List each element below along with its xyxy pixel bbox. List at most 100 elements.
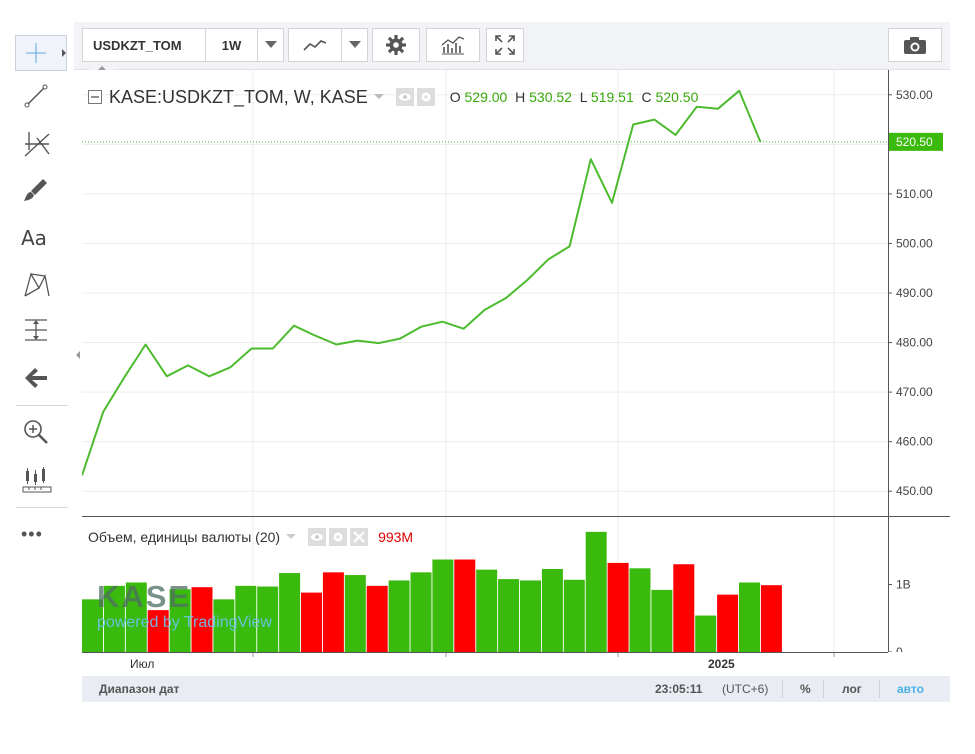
toolbar-divider — [16, 507, 68, 508]
status-divider — [782, 680, 783, 698]
brush-icon — [24, 179, 47, 201]
zoom-in-icon — [24, 420, 48, 444]
symbol-label: USDKZT_TOM — [93, 37, 182, 53]
log-toggle[interactable]: лог — [842, 682, 862, 696]
kase-watermark: KASE powered by TradingView — [97, 581, 307, 635]
time-label-2025: 2025 — [708, 657, 735, 671]
high-value: 530.52 — [529, 89, 572, 105]
percent-toggle[interactable]: % — [800, 682, 811, 696]
top-toolbar: USDKZT_TOM 1W — [74, 22, 950, 70]
volume-bar — [213, 599, 235, 652]
pattern-tool-button[interactable] — [15, 266, 65, 302]
open-label: O — [449, 89, 461, 105]
volume-bar — [585, 531, 607, 652]
volume-bar — [366, 585, 388, 652]
volume-bar — [607, 562, 629, 652]
caret-down-icon — [264, 41, 277, 48]
date-range-button[interactable]: Диапазон дат — [99, 682, 180, 696]
volume-bar — [563, 579, 585, 652]
camera-icon — [904, 37, 926, 54]
main-legend: KASE:USDKZT_TOM, W, KASE O 529.00 H 530.… — [88, 86, 698, 108]
indicators-icon — [441, 36, 465, 55]
symbol-search-field[interactable]: USDKZT_TOM — [82, 28, 206, 62]
last-price-label: 520.50 — [896, 135, 933, 149]
gear-icon — [386, 35, 406, 55]
more-tools-button[interactable]: ••• — [15, 516, 65, 552]
volume-bar — [717, 594, 739, 652]
fullscreen-icon — [495, 35, 515, 55]
open-value: 529.00 — [464, 89, 508, 105]
brush-tool-button[interactable] — [15, 172, 65, 208]
fullscreen-button[interactable] — [486, 28, 524, 62]
volume-bar — [520, 580, 541, 652]
time-axis[interactable]: Июл 2025 — [82, 652, 950, 676]
chart-style-button[interactable] — [288, 28, 342, 62]
volume-value: 993M — [378, 529, 414, 545]
volume-bar — [760, 585, 782, 652]
trend-line-icon — [24, 84, 48, 108]
measure-tool-button[interactable] — [15, 312, 65, 348]
text-tool-label: Aa — [21, 226, 47, 250]
zoom-tool-button[interactable] — [15, 414, 65, 450]
crosshair-icon — [26, 43, 66, 63]
more-label: ••• — [21, 523, 43, 544]
series-title[interactable]: KASE:USDKZT_TOM, W, KASE — [109, 86, 368, 107]
pitchfork-icon — [24, 132, 50, 157]
price-tick-label: 480.00 — [896, 336, 933, 350]
line-chart-icon — [303, 40, 327, 51]
price-tick-label: 510.00 — [896, 187, 933, 201]
close-value: 520.50 — [655, 89, 699, 105]
interval-dropdown-button[interactable] — [258, 28, 284, 62]
price-tick-label: 500.00 — [896, 236, 933, 250]
pitchfork-tool-button[interactable] — [15, 126, 65, 162]
volume-bar — [651, 589, 673, 652]
kase-logo: KASE — [97, 579, 192, 614]
chart-canvas[interactable] — [81, 70, 888, 652]
price-axis[interactable]: 530.00520.00510.00500.00490.00480.00470.… — [888, 70, 950, 659]
volume-bar — [169, 589, 191, 652]
arrow-left-icon — [25, 368, 47, 388]
interval-button[interactable]: 1W — [206, 28, 258, 62]
settings-button[interactable] — [372, 28, 420, 62]
caret-down-icon[interactable] — [373, 93, 386, 101]
ohlc-values: O 529.00 H 530.52 L 519.51 C 520.50 — [450, 89, 699, 105]
price-tick-label: 470.00 — [896, 385, 933, 399]
low-value: 519.51 — [590, 89, 634, 105]
auto-toggle[interactable]: авто — [897, 682, 924, 696]
volume-bar — [541, 568, 563, 652]
text-tool-button[interactable]: Aa — [15, 220, 65, 256]
volume-bar — [279, 573, 301, 652]
crosshair-tool-button[interactable] — [15, 35, 67, 71]
volume-bar — [695, 615, 717, 652]
volume-title[interactable]: Объем, единицы валюты (20) — [88, 529, 281, 545]
volume-bar — [629, 568, 651, 652]
remove-drawings-button[interactable] — [15, 360, 65, 396]
volume-bar — [235, 585, 257, 652]
trend-line-tool-button[interactable] — [15, 78, 65, 114]
candles-ruler-icon — [22, 467, 52, 493]
status-bar: Диапазон дат 23:05:11 (UTC+6) % лог авто — [82, 676, 950, 702]
volume-bar — [125, 582, 147, 652]
chart-pane[interactable] — [81, 70, 888, 652]
indicators-button[interactable] — [426, 28, 480, 62]
caret-down-icon[interactable] — [286, 533, 298, 541]
ruler-chart-button[interactable] — [15, 462, 65, 498]
caret-down-icon — [348, 41, 361, 48]
screenshot-button[interactable] — [888, 28, 942, 62]
chart-style-dropdown-button[interactable] — [342, 28, 368, 62]
volume-bar — [147, 610, 169, 652]
close-label: C — [641, 89, 652, 105]
volume-bar — [82, 599, 103, 652]
collapse-legend-icon[interactable] — [88, 90, 102, 104]
drawing-toolbar: Aa — [0, 22, 74, 712]
collapse-toolbar-handle[interactable] — [74, 340, 82, 370]
price-line — [81, 89, 762, 476]
scroll-up-handle[interactable] — [90, 64, 114, 72]
high-label: H — [515, 89, 526, 105]
price-axis-canvas: 530.00520.00510.00500.00490.00480.00470.… — [888, 70, 950, 659]
timezone-label[interactable]: (UTC+6) — [722, 682, 769, 696]
last-price-tag — [889, 132, 943, 151]
volume-bar — [322, 572, 344, 652]
clock-time: 23:05:11 — [655, 682, 703, 696]
